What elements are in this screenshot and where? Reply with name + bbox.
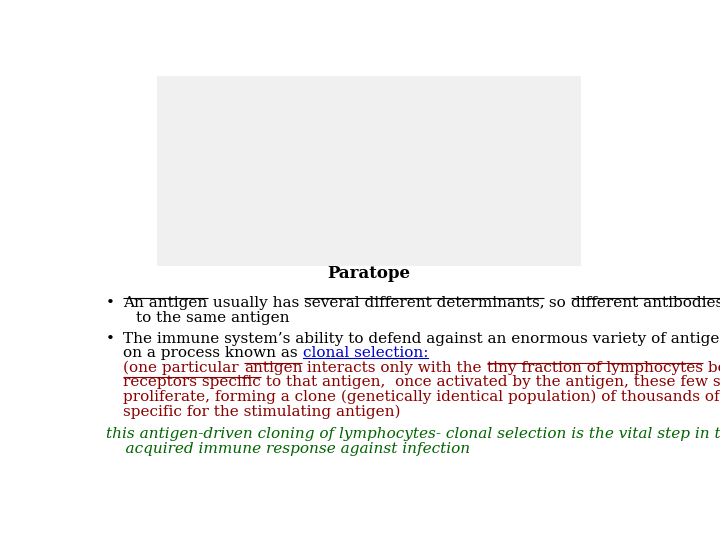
Text: •: • [106, 332, 114, 346]
Text: to that antigen,  once activated by the antigen, these few selected cell: to that antigen, once activated by the a… [261, 375, 720, 389]
Text: this antigen-driven cloning of lymphocytes- clonal selection is the vital step i: this antigen-driven cloning of lymphocyt… [106, 427, 720, 441]
Text: several different determinants,: several different determinants, [304, 295, 544, 309]
Bar [157, 76, 581, 266]
Text: tiny fraction of lymphocytes: tiny fraction of lymphocytes [487, 361, 703, 375]
Text: receptors specific: receptors specific [124, 375, 261, 389]
Text: An antigen: An antigen [124, 295, 208, 309]
Text: interacts only with the: interacts only with the [302, 361, 487, 375]
Text: bearing: bearing [703, 361, 720, 375]
Text: (one particular: (one particular [124, 361, 244, 375]
Text: antigen: antigen [244, 361, 302, 375]
Text: acquired immune response against infection: acquired immune response against infecti… [106, 442, 469, 456]
Text: on a process known as: on a process known as [124, 346, 303, 360]
Text: proliferate, forming a clone (genetically identical population) of thousands of : proliferate, forming a clone (geneticall… [124, 390, 720, 404]
Text: to the same antigen: to the same antigen [136, 311, 289, 325]
Text: different antibodies: different antibodies [571, 295, 720, 309]
Text: clonal selection:: clonal selection: [303, 346, 428, 360]
Text: so: so [544, 295, 571, 309]
Text: Paratope: Paratope [328, 266, 410, 282]
Text: •: • [106, 295, 114, 309]
Text: specific for the stimulating antigen): specific for the stimulating antigen) [124, 404, 401, 419]
Text: The immune system’s ability to defend against an enormous variety of antigens de: The immune system’s ability to defend ag… [124, 332, 720, 346]
Text: usually has: usually has [208, 295, 304, 309]
